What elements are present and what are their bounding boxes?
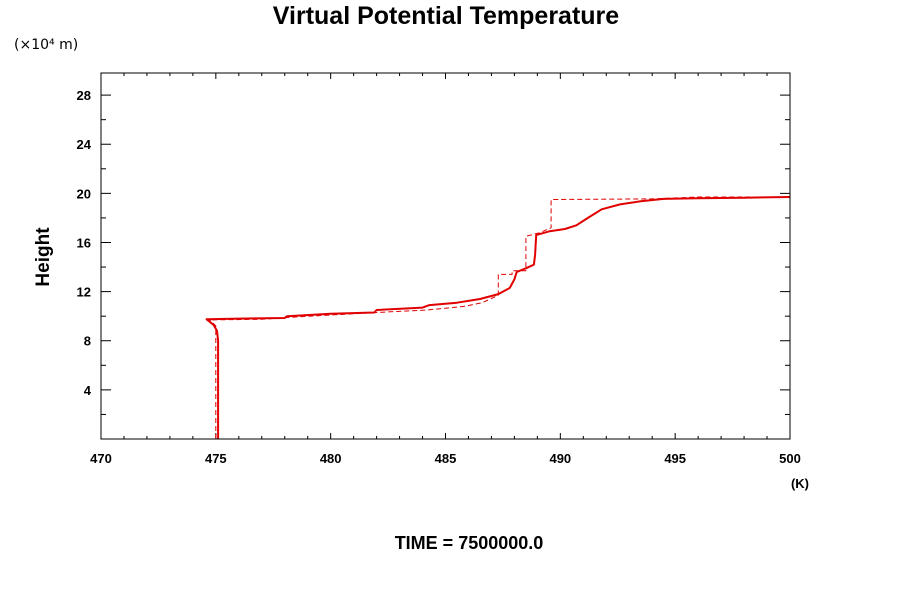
x-tick-label: 480	[320, 451, 342, 466]
y-axis-unit-label: (×10⁴ m)	[14, 37, 78, 53]
data-series	[205, 196, 791, 439]
axis-tick-labels: 470 475 480 485 490 495 500 4 8 12 16 20 24 28	[77, 88, 801, 466]
y-tick-label: 16	[77, 235, 91, 250]
dashed-series-line	[207, 196, 790, 439]
y-tick-label: 20	[77, 186, 91, 201]
y-tick-label: 28	[77, 88, 91, 103]
y-tick-label: 8	[84, 334, 91, 349]
y-tick-label: 12	[77, 285, 91, 300]
plot-frame	[100, 72, 791, 440]
x-tick-label: 470	[90, 451, 112, 466]
x-tick-label: 490	[549, 451, 571, 466]
x-tick-label: 475	[205, 451, 227, 466]
x-tick-label: 495	[664, 451, 686, 466]
time-footer: TIME = 7500000.0	[395, 533, 544, 553]
x-tick-label: 485	[435, 451, 457, 466]
y-tick-label: 4	[84, 383, 92, 398]
y-axis-label: Height	[33, 227, 54, 287]
x-axis-unit-label: (K)	[791, 476, 809, 491]
x-tick-label: 500	[779, 451, 801, 466]
chart-title: Virtual Potential Temperature	[273, 2, 619, 30]
axis-ticks	[100, 73, 791, 439]
y-tick-label: 24	[77, 137, 92, 152]
solid-series-line	[205, 196, 791, 439]
